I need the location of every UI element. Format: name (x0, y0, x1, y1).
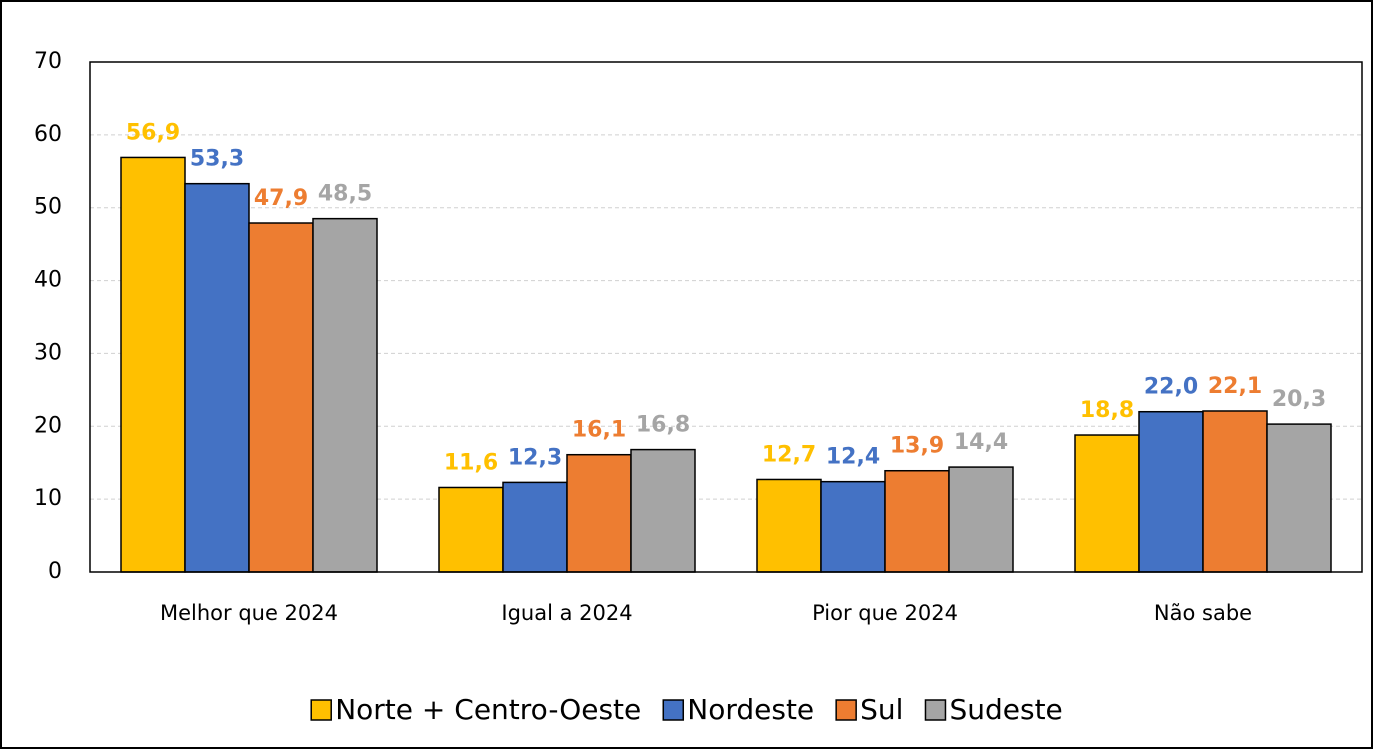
bar (1266, 423, 1332, 573)
legend-swatch (835, 699, 857, 721)
bar (1202, 410, 1268, 573)
value-label: 18,8 (1080, 398, 1134, 423)
y-tick-label: 50 (34, 195, 62, 220)
bar (184, 182, 250, 573)
y-tick-label: 10 (34, 486, 62, 511)
y-tick-label: 70 (34, 49, 62, 74)
value-label: 12,4 (826, 445, 880, 470)
legend: Norte + Centro-Oeste Nordeste Sul Sudeste (310, 693, 1063, 726)
plot-border (89, 61, 1363, 573)
y-tick-label: 60 (34, 122, 62, 147)
value-label: 20,3 (1272, 387, 1326, 412)
bar (1138, 410, 1204, 573)
value-label: 16,8 (636, 413, 690, 438)
bar (884, 469, 950, 573)
bar (120, 156, 186, 573)
legend-swatch (662, 699, 685, 721)
y-tick-label: 20 (34, 413, 62, 438)
value-label: 14,4 (954, 430, 1008, 455)
x-tick-label: Melhor que 2024 (160, 601, 338, 625)
y-tick-label: 0 (48, 559, 62, 584)
legend-swatch (924, 699, 947, 721)
x-tick-label: Não sabe (1154, 601, 1252, 625)
bar (820, 480, 886, 573)
bar (948, 466, 1014, 573)
bar (630, 448, 696, 573)
y-tick-label: 40 (34, 268, 62, 293)
legend-label: Sul (860, 693, 903, 726)
x-tick-label: Igual a 2024 (501, 601, 632, 625)
value-label: 12,7 (762, 442, 816, 467)
bar (566, 453, 632, 573)
value-label: 56,9 (126, 120, 180, 145)
bar (248, 222, 314, 573)
value-label: 22,0 (1144, 375, 1198, 400)
legend-label: Nordeste (687, 693, 814, 726)
x-tick-label: Pior que 2024 (812, 601, 958, 625)
value-label: 47,9 (254, 186, 308, 211)
bar (312, 217, 378, 573)
value-label: 16,1 (572, 418, 626, 443)
value-label: 12,3 (508, 445, 562, 470)
value-label: 53,3 (190, 147, 244, 172)
y-tick-label: 30 (34, 340, 62, 365)
value-label: 13,9 (890, 434, 944, 459)
value-label: 22,1 (1208, 374, 1262, 399)
legend-swatch (310, 699, 332, 721)
legend-label: Norte + Centro-Oeste (335, 693, 641, 726)
value-label: 48,5 (318, 182, 372, 207)
legend-label: Sudeste (949, 693, 1062, 726)
bar (438, 486, 504, 573)
bar (1074, 434, 1140, 573)
bar (502, 481, 568, 573)
bar (756, 478, 822, 573)
value-label: 11,6 (444, 450, 498, 475)
